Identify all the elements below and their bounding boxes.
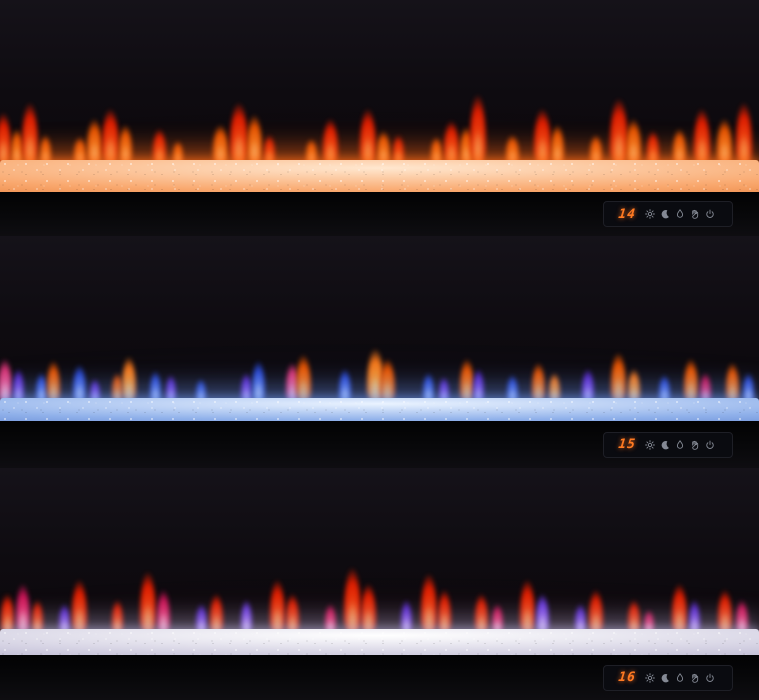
brightness-icon[interactable]	[645, 672, 655, 683]
temperature-display: 14	[617, 206, 637, 222]
hand-icon[interactable]	[690, 440, 700, 450]
crystal-ember-bed	[0, 160, 759, 192]
brightness-icon[interactable]	[645, 209, 655, 219]
flame-icon[interactable]	[675, 439, 685, 450]
fireplace-base-frame: 15	[0, 421, 759, 468]
temperature-display: 16	[617, 670, 637, 685]
crystal-ember-bed	[0, 629, 759, 655]
crystal-ember-bed	[0, 398, 759, 421]
moon-icon[interactable]	[660, 209, 670, 219]
control-icons	[645, 439, 715, 450]
flame-icon[interactable]	[675, 672, 685, 683]
flame-icon[interactable]	[675, 209, 685, 219]
fireplace-unit-top: 14	[0, 0, 759, 236]
moon-icon[interactable]	[660, 673, 670, 683]
power-icon[interactable]	[705, 440, 715, 450]
moon-icon[interactable]	[660, 440, 670, 450]
control-display-panel: 16	[603, 664, 733, 691]
control-display-panel: 14	[603, 201, 733, 227]
control-icons	[645, 672, 715, 683]
hand-icon[interactable]	[690, 673, 700, 683]
power-icon[interactable]	[705, 673, 715, 683]
fireplace-unit-bottom: 16	[0, 468, 759, 700]
control-display-panel: 15	[603, 431, 733, 458]
fireplace-base-frame: 16	[0, 655, 759, 700]
brightness-icon[interactable]	[645, 439, 655, 450]
fireplace-base-frame: 14	[0, 192, 759, 236]
hand-icon[interactable]	[690, 209, 700, 219]
power-icon[interactable]	[705, 209, 715, 219]
control-icons	[645, 209, 715, 219]
temperature-display: 15	[617, 437, 637, 452]
fireplace-unit-middle: 15	[0, 236, 759, 468]
